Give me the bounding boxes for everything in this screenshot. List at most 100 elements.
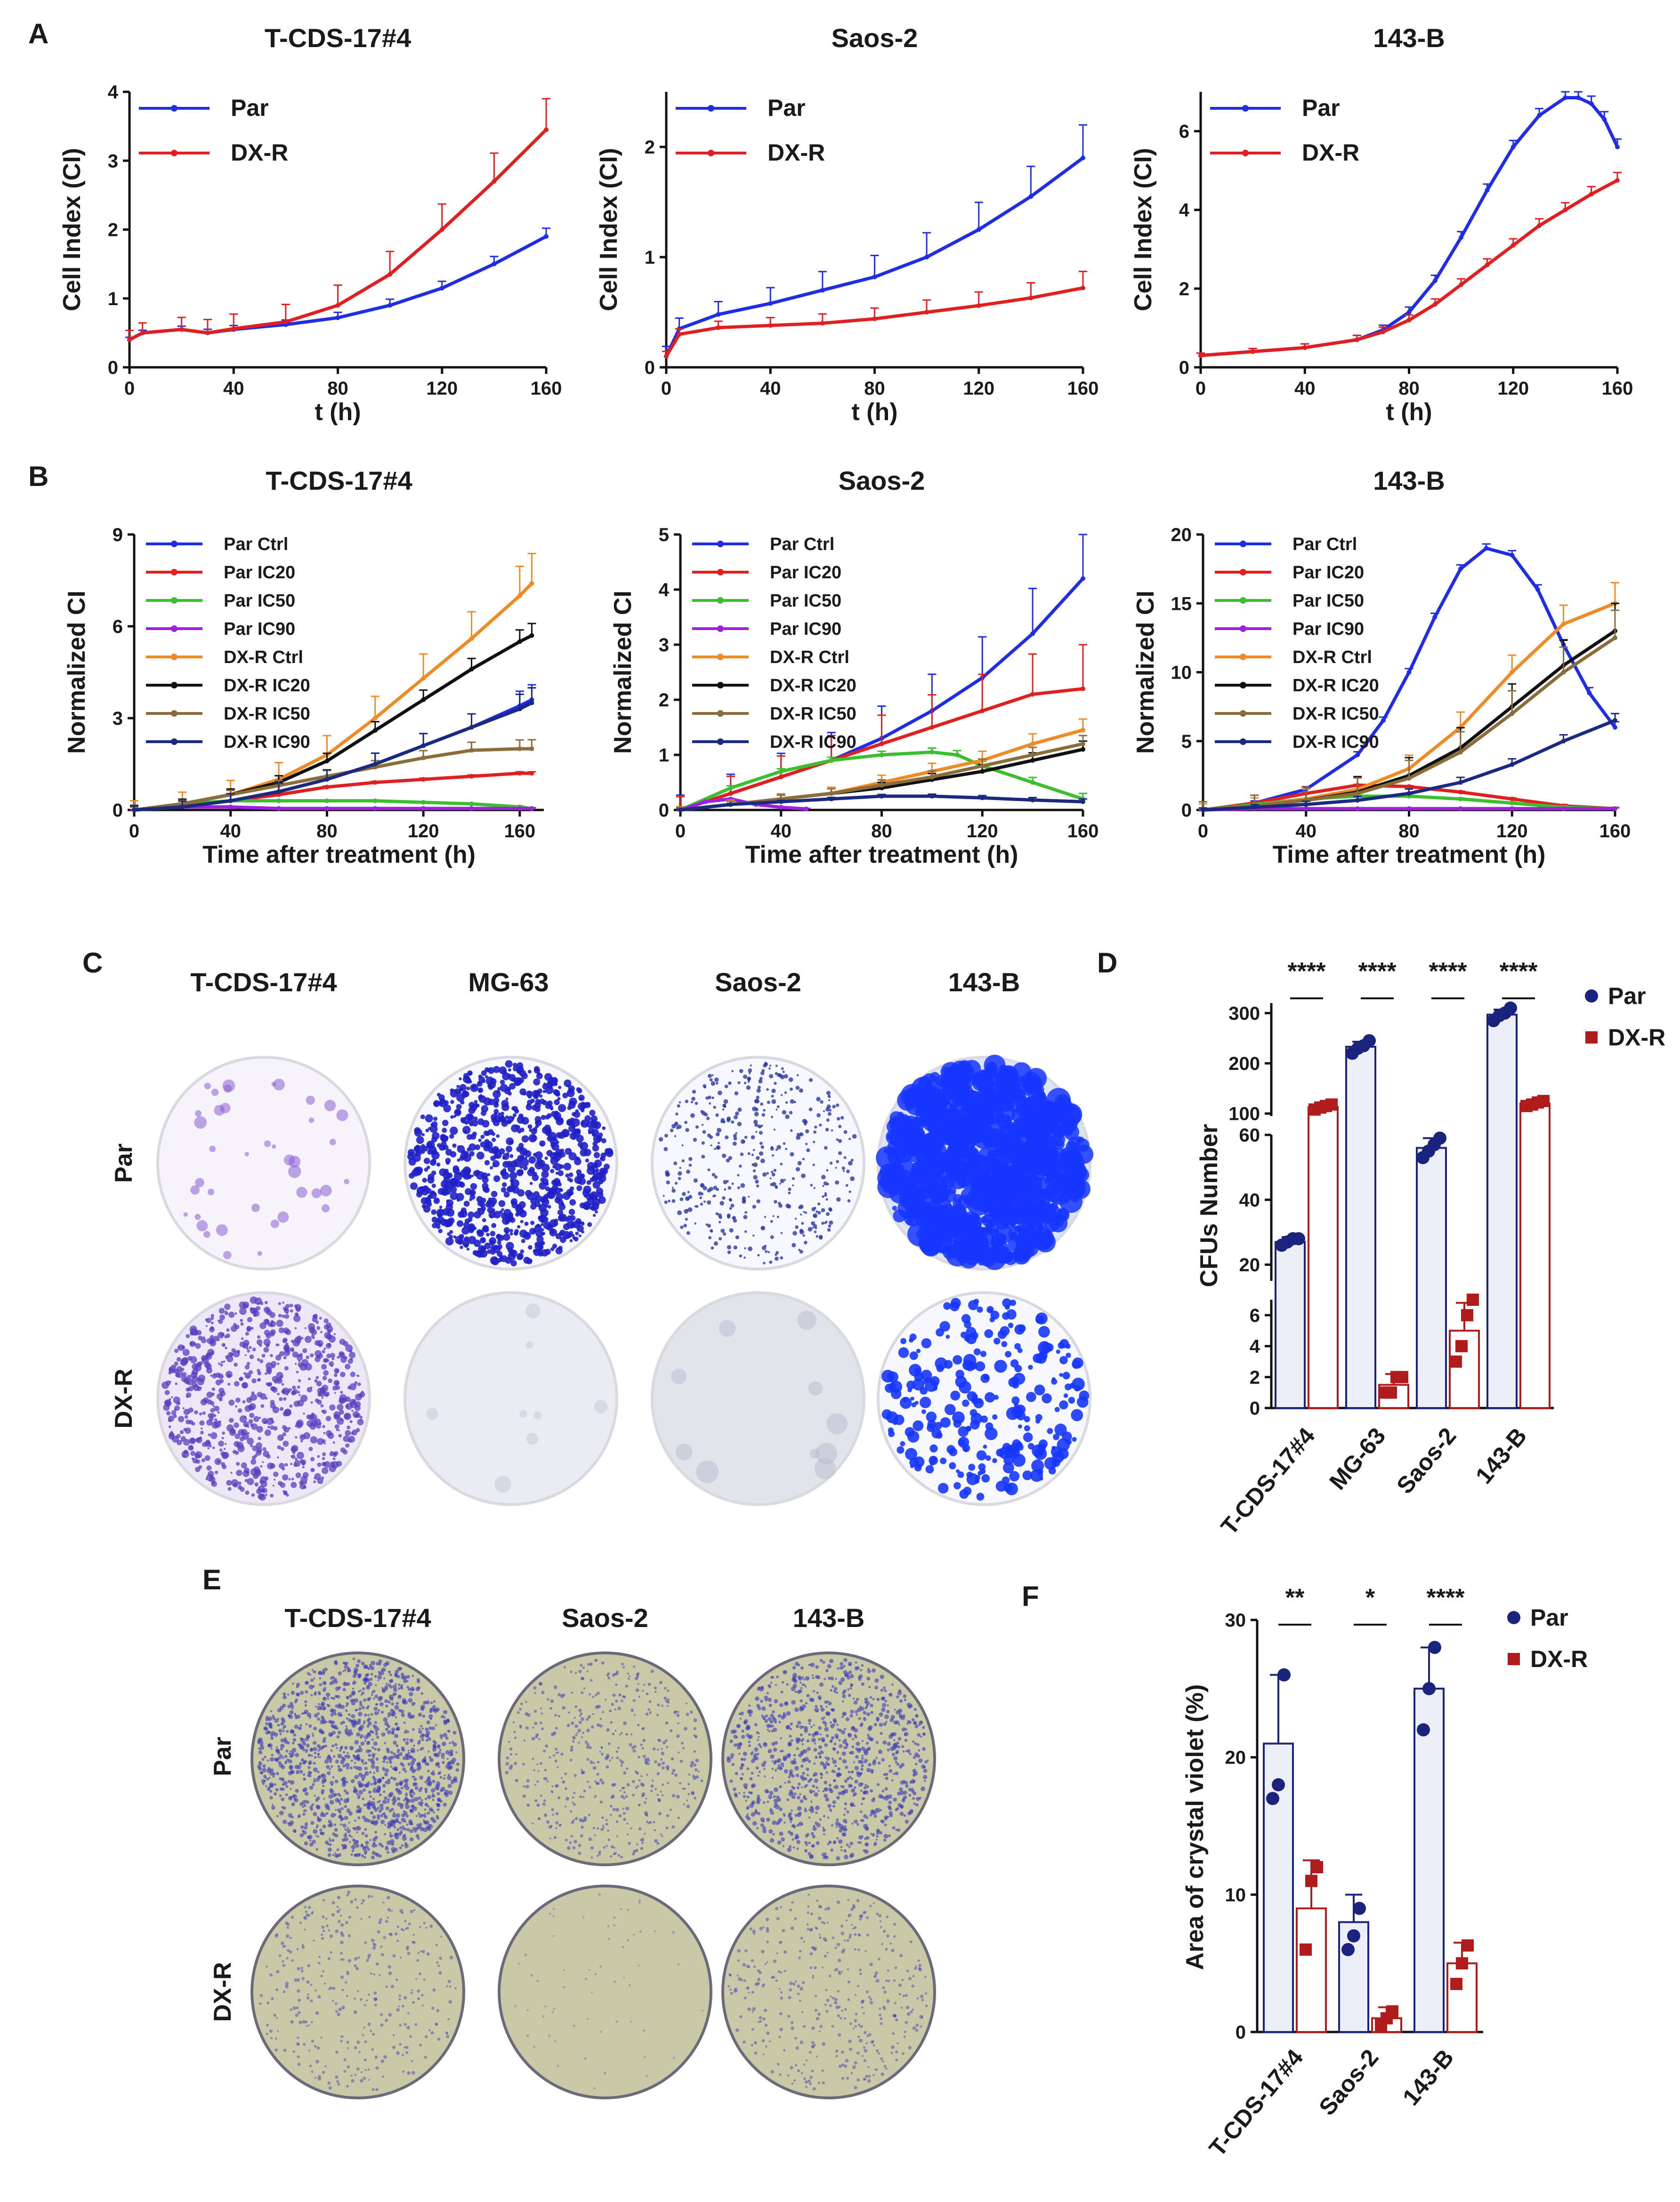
colony [272,1421,275,1424]
colony [1012,1454,1026,1467]
legend-marker [1242,105,1249,112]
colony [953,1355,962,1365]
colony [824,1194,827,1197]
colony [189,1437,196,1444]
legend-label: DX-R IC50 [224,704,310,724]
colony [493,1102,499,1108]
colony [788,1077,793,1082]
colony [293,1830,297,1833]
colony [900,1338,907,1344]
colony [1005,1351,1012,1358]
colony [320,1387,326,1394]
colony [728,1156,733,1160]
colony [443,1104,451,1113]
colony [770,1235,774,1239]
colony [998,1065,1019,1086]
colony [322,1376,327,1381]
legend-marker [171,150,178,156]
x-tick-label: 160 [504,821,535,842]
colony [474,1211,481,1219]
data-point [1081,747,1085,752]
colony [509,1249,516,1256]
colony [463,1073,469,1079]
colony [294,1304,298,1308]
colony [348,1822,350,1824]
colony [291,1349,294,1352]
colony [737,1186,740,1190]
x-tick-label: 0 [675,821,686,842]
colony [519,1230,528,1238]
colony [491,1223,496,1228]
colony [545,1205,548,1208]
colony [832,1105,836,1109]
y-tick-label: 6 [113,616,123,637]
colony [299,1762,303,1766]
colony [353,1399,356,1403]
colony [798,1248,800,1251]
colony [230,1428,236,1434]
data-point [1406,791,1412,796]
colony [799,1250,803,1254]
colony [246,1326,251,1331]
colony [696,1460,719,1483]
x-tick-label: 40 [223,378,244,399]
colony [480,1202,485,1208]
colony [739,1254,743,1258]
colony [700,1184,704,1188]
colony [364,1761,368,1765]
x-tick-label: 120 [426,378,458,399]
colony [555,1233,562,1239]
colony [800,1213,802,1216]
data-point [388,303,393,308]
chart-title: 143-B [1373,466,1445,495]
x-axis-label: Time after treatment (h) [1273,841,1546,868]
colony [525,1233,530,1238]
colony [436,1815,439,1818]
colony [264,1429,271,1436]
colony [771,1171,774,1174]
colony [220,1102,231,1114]
colony [1039,1476,1043,1481]
colony [727,1245,732,1250]
colony [771,1088,776,1093]
colony [1041,1342,1051,1353]
data-point [1432,278,1438,283]
colony [722,1196,726,1200]
colony [316,1400,322,1405]
colony [399,1846,402,1850]
data-point [879,783,884,788]
data-point [140,330,145,335]
colony [798,1206,801,1209]
colony [1002,1298,1012,1308]
colony [352,1683,355,1685]
data-point [372,806,378,811]
data-point [1030,758,1035,763]
x-tick-label: 120 [1496,821,1528,842]
colony [783,1074,788,1078]
colony [286,1493,289,1497]
colony [802,1158,805,1160]
colony [780,1256,783,1260]
colony [748,1068,752,1073]
colony [326,1322,331,1328]
colony [221,1452,228,1459]
data-point [283,319,288,324]
colony [374,1748,377,1750]
colony [985,1427,998,1441]
colony [682,1192,686,1196]
colony [326,1353,331,1359]
colony [433,1101,438,1107]
colony [428,1174,435,1181]
colony [366,1706,369,1709]
colony [282,1474,289,1481]
data-point [1576,95,1581,100]
colony [725,1135,729,1140]
colony [1052,1451,1064,1463]
colony [521,1158,529,1167]
colony [727,1215,731,1219]
colony [310,1754,313,1757]
colony [288,1478,291,1481]
colony [521,1239,525,1243]
colony [323,1358,328,1363]
